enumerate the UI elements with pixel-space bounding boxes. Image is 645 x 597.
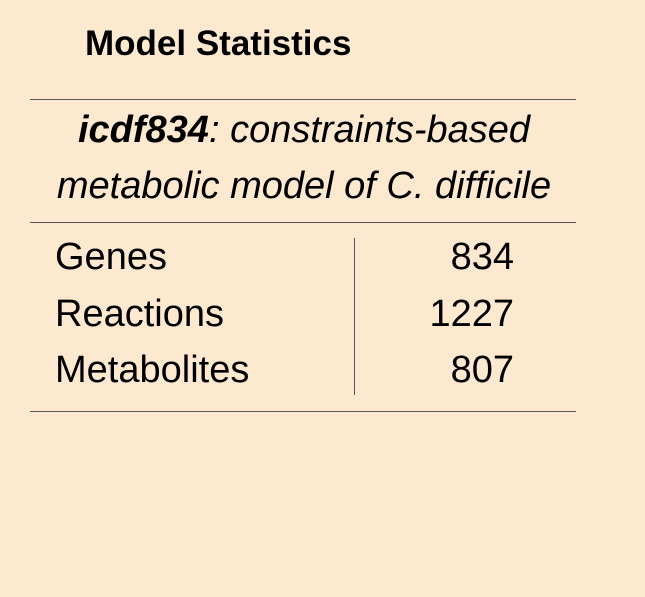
model-id: icdf834	[77, 109, 209, 151]
model-description: : constraints-based metabolic model of C…	[56, 109, 552, 207]
rule	[30, 222, 576, 223]
column-divider	[354, 238, 355, 395]
row-label: Metabolites	[55, 349, 250, 391]
row-value: 1227	[429, 292, 514, 335]
rule	[30, 99, 576, 100]
rule	[30, 411, 576, 412]
row-value: 807	[450, 349, 514, 391]
row-label: Reactions	[55, 292, 224, 335]
row-value: 834	[450, 236, 514, 278]
title: Model Statistics	[85, 24, 352, 63]
subtitle: icdf834: constraints-based metabolic mod…	[8, 102, 600, 214]
row-label: Genes	[55, 236, 167, 278]
